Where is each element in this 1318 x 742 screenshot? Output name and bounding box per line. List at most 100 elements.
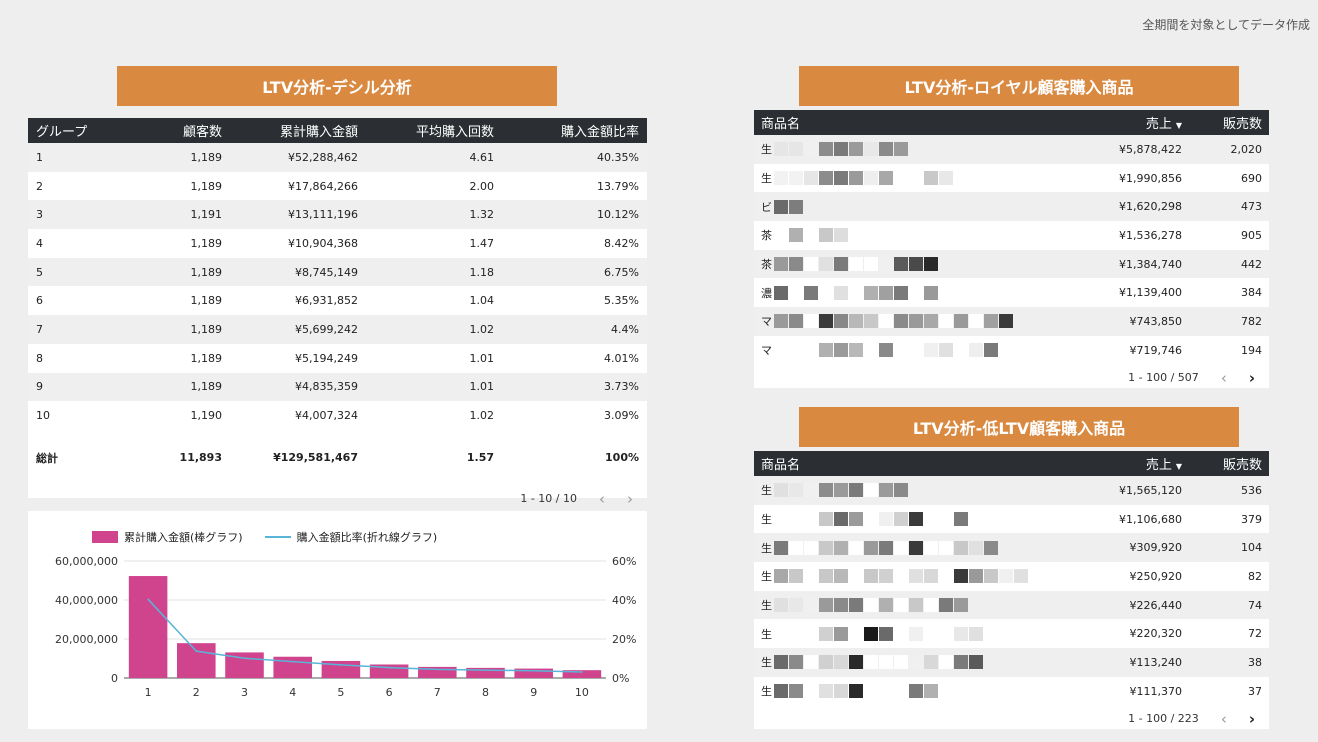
mosaic-block — [864, 314, 878, 329]
chart-legend[interactable]: 累計購入金額(棒グラフ) 購入金額比率(折れ線グラフ) — [92, 529, 437, 545]
cell-amount: ¥13,111,196 — [230, 200, 366, 230]
next-page-icon[interactable]: › — [627, 489, 633, 508]
mosaic-block — [879, 684, 893, 699]
mosaic-block — [894, 512, 908, 527]
cell-quantity: 72 — [1189, 619, 1269, 649]
table-row[interactable]: 生 ¥226,440 74 — [754, 590, 1269, 620]
redaction-mosaic — [773, 655, 983, 670]
mosaic-block — [804, 655, 818, 670]
product-name-visible-char: 茶 — [761, 229, 772, 243]
cell-ratio: 8.42% — [502, 229, 647, 258]
table-row[interactable]: 茶 ¥1,536,278 905 — [754, 221, 1269, 250]
mosaic-block — [999, 569, 1013, 584]
cell-sales: ¥5,878,422 — [1109, 135, 1189, 164]
y2-tick-label: 60% — [612, 555, 636, 568]
mosaic-block — [864, 684, 878, 699]
mosaic-block — [969, 343, 983, 358]
col-sales[interactable]: 売上 ▼ — [1109, 110, 1189, 135]
mosaic-block — [939, 655, 953, 670]
mosaic-block — [1014, 569, 1028, 584]
product-name: 生 — [761, 654, 1102, 670]
cell-quantity: 74 — [1189, 590, 1269, 620]
next-page-icon[interactable]: › — [1248, 368, 1255, 387]
x-tick-label: 2 — [193, 686, 200, 699]
table-row[interactable]: 生 ¥309,920 104 — [754, 533, 1269, 563]
table-row[interactable]: マ ¥719,746 194 — [754, 335, 1269, 365]
col-avg-purchases[interactable]: 平均購入回数 — [366, 118, 502, 143]
line-point — [291, 660, 294, 663]
col-product-name[interactable]: 商品名 — [754, 110, 1109, 135]
mosaic-block — [879, 626, 893, 641]
mosaic-block — [969, 314, 983, 329]
cell-quantity: 2,020 — [1189, 135, 1269, 164]
col-total-amount[interactable]: 累計購入金額 — [230, 118, 366, 143]
mosaic-block — [804, 626, 818, 641]
loyal-table: 商品名 売上 ▼ 販売数 生 ¥5,878,422 2,020 生 ¥1,990,856 6… — [754, 110, 1269, 365]
mosaic-block — [819, 228, 833, 243]
line-point — [388, 666, 390, 669]
prev-page-icon[interactable]: ‹ — [1220, 368, 1227, 387]
cell-avg-purchases: 1.04 — [366, 286, 502, 316]
col-customers[interactable]: 顧客数 — [148, 118, 230, 143]
mosaic-block — [819, 171, 833, 186]
table-row[interactable]: 茶 ¥1,384,740 442 — [754, 249, 1269, 279]
table-row[interactable]: 生 ¥250,920 82 — [754, 562, 1269, 591]
mosaic-block — [804, 285, 818, 300]
cell-group: 9 — [28, 372, 148, 402]
product-name-visible-char: 生 — [761, 541, 772, 555]
table-row[interactable]: 濃 ¥1,139,400 384 — [754, 278, 1269, 308]
product-name-visible-char: マ — [761, 344, 772, 358]
mosaic-block — [834, 228, 848, 243]
table-row[interactable]: 生 ¥220,320 72 — [754, 619, 1269, 649]
table-row[interactable]: 生 ¥113,240 38 — [754, 648, 1269, 677]
col-quantity[interactable]: 販売数 — [1189, 451, 1269, 476]
mosaic-block — [984, 540, 998, 555]
table-row[interactable]: 生 ¥5,878,422 2,020 — [754, 135, 1269, 164]
product-name-visible-char: マ — [761, 315, 772, 329]
table-row[interactable]: 生 ¥1,565,120 536 — [754, 476, 1269, 505]
mosaic-block — [774, 598, 788, 613]
col-group[interactable]: グループ — [28, 118, 148, 143]
mosaic-block — [819, 512, 833, 527]
mosaic-block — [864, 626, 878, 641]
mosaic-block — [909, 569, 923, 584]
mosaic-block — [774, 314, 788, 329]
col-sales[interactable]: 売上 ▼ — [1109, 451, 1189, 476]
mosaic-block — [924, 598, 938, 613]
mosaic-block — [819, 483, 833, 498]
col-product-name[interactable]: 商品名 — [754, 451, 1109, 476]
product-name: 生 — [761, 683, 1102, 699]
table-row: 1 1,189 ¥52,288,462 4.61 40.35% — [28, 143, 647, 172]
product-name: 茶 — [761, 227, 1102, 243]
mosaic-block — [954, 626, 968, 641]
low-table-panel: 商品名 売上 ▼ 販売数 生 ¥1,565,120 536 生 ¥1,106,680 379… — [754, 451, 1269, 729]
table-row[interactable]: 生 ¥1,990,856 690 — [754, 163, 1269, 193]
cell-product-name: 生 — [754, 504, 1109, 534]
mosaic-block — [954, 512, 968, 527]
loyal-pager: 1 - 100 / 507 ‹ › — [754, 365, 1269, 391]
next-page-icon[interactable]: › — [1248, 709, 1255, 728]
cell-group: 5 — [28, 257, 148, 287]
redaction-mosaic — [773, 540, 998, 555]
mosaic-block — [864, 483, 878, 498]
sort-desc-icon: ▼ — [1175, 462, 1182, 471]
mosaic-block — [909, 512, 923, 527]
mosaic-block — [969, 655, 983, 670]
table-row[interactable]: ビ ¥1,620,298 473 — [754, 192, 1269, 222]
col-amount-ratio[interactable]: 購入金額比率 — [502, 118, 647, 143]
redaction-mosaic — [773, 285, 938, 300]
col-quantity[interactable]: 販売数 — [1189, 110, 1269, 135]
cell-avg-purchases: 1.01 — [366, 343, 502, 373]
prev-page-icon[interactable]: ‹ — [1220, 709, 1227, 728]
cell-customers: 1,189 — [148, 315, 230, 344]
product-name: 茶 — [761, 256, 1102, 272]
mosaic-block — [909, 598, 923, 613]
table-row[interactable]: 生 ¥1,106,680 379 — [754, 504, 1269, 534]
mosaic-block — [774, 540, 788, 555]
total-label: 総計 — [28, 429, 148, 486]
y-tick-label: 60,000,000 — [55, 555, 118, 568]
prev-page-icon[interactable]: ‹ — [599, 489, 605, 508]
table-row[interactable]: 生 ¥111,370 37 — [754, 676, 1269, 706]
table-row[interactable]: マ ¥743,850 782 — [754, 307, 1269, 336]
bar — [128, 576, 168, 678]
